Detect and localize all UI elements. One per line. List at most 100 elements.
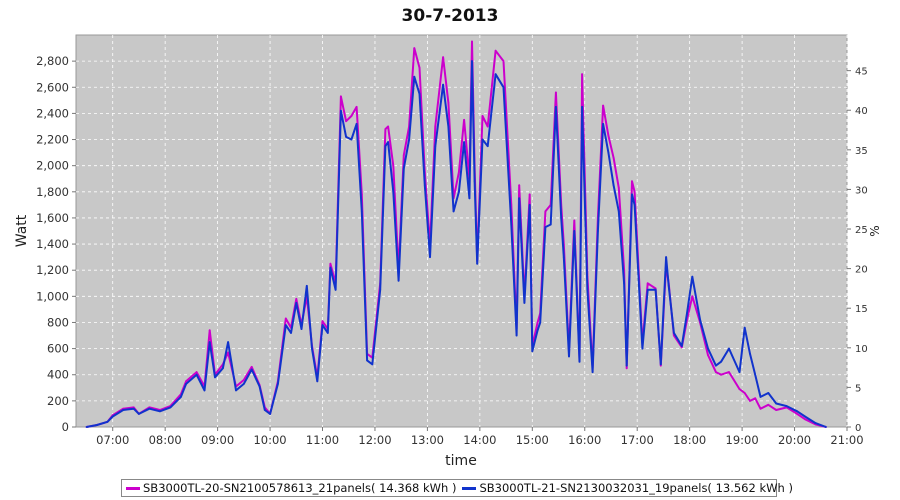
y-tick-label: 2,000: [36, 159, 69, 173]
series-2-point: [132, 407, 135, 410]
series-2-point: [641, 347, 644, 350]
series-2-point: [578, 360, 581, 363]
series-2-point: [295, 302, 298, 304]
series-1-point: [195, 371, 198, 373]
series-2-point: [759, 396, 762, 398]
series-1-point: [329, 262, 332, 265]
series-2-point: [392, 190, 395, 193]
y2-tick-label: 5: [855, 383, 861, 394]
series-2-point: [447, 125, 450, 128]
series-2-point: [749, 352, 751, 355]
series-2-point: [539, 321, 542, 324]
series-1-point: [185, 380, 188, 383]
series-1-point: [715, 371, 717, 373]
x-tick-label: 19:00: [726, 433, 759, 447]
legend-swatch-2: [462, 486, 477, 490]
series-2-point: [214, 376, 216, 379]
series-1-point: [720, 373, 722, 376]
series-2-point: [305, 285, 308, 287]
series-2-point: [560, 217, 563, 219]
series-2-point: [633, 204, 636, 206]
series-1-point: [518, 184, 521, 187]
series-2-point: [85, 426, 88, 428]
x-tick-label: 08:00: [149, 433, 182, 447]
y2-tick-label: 10: [855, 344, 868, 355]
series-2-point: [355, 123, 358, 125]
series-1-point: [759, 407, 762, 410]
series-2-point: [796, 410, 799, 413]
series-2-point: [691, 275, 694, 278]
series-2-point: [686, 312, 688, 315]
x-tick-label: 15:00: [516, 433, 549, 447]
series-2-point: [138, 413, 140, 415]
series-2-point: [549, 223, 552, 226]
series-2-point: [321, 324, 324, 326]
series-2-point: [667, 285, 670, 287]
series-1-point: [633, 190, 636, 193]
x-tick-label: 09:00: [201, 433, 234, 447]
series-1-point: [631, 180, 633, 183]
y-tick-label: 1,000: [36, 289, 69, 303]
series-2-point: [311, 347, 313, 350]
y-tick-label: 2,800: [36, 54, 69, 68]
series-2-point: [418, 92, 421, 95]
series-2-point: [235, 389, 237, 392]
legend-swatch-1: [126, 486, 140, 490]
series-1-point: [345, 120, 347, 123]
series-1-point: [242, 379, 245, 381]
series-2-point: [581, 106, 583, 108]
plot-area: [75, 34, 848, 428]
series-2-point: [699, 319, 701, 321]
x-tick-label: 11:00: [306, 433, 339, 447]
series-2-point: [473, 180, 476, 183]
series-2-point: [625, 364, 628, 367]
series-2-point: [360, 210, 363, 213]
series-2-point: [586, 288, 589, 291]
series-2-point: [486, 145, 489, 148]
series-1-point: [471, 40, 473, 43]
series-2-point: [227, 341, 230, 343]
series-1-point: [536, 321, 539, 324]
series-1-point: [581, 73, 583, 76]
y2-tick-label: 25: [855, 225, 868, 236]
series-1-point: [486, 125, 489, 128]
y-tick-label: 1,400: [36, 237, 69, 251]
x-tick-label: 18:00: [673, 433, 706, 447]
y-axis-label: Watt: [14, 214, 30, 247]
series-1-point: [612, 156, 615, 159]
x-tick-label: 20:00: [778, 433, 811, 447]
series-2-point: [510, 223, 513, 226]
series-1-point: [625, 367, 628, 370]
series-1-point: [544, 210, 547, 213]
y-tick-label: 2,600: [36, 80, 69, 94]
series-2-point: [531, 350, 534, 353]
series-1-point: [754, 397, 757, 400]
series-1-point: [767, 403, 770, 406]
series-2-point: [326, 332, 329, 334]
series-1-point: [413, 47, 416, 49]
series-2-point: [680, 345, 683, 347]
series-2-point: [591, 371, 594, 373]
series-1-point: [617, 187, 620, 189]
series-2-point: [242, 383, 245, 385]
series-2-point: [96, 424, 98, 426]
series-1-point: [775, 409, 778, 411]
series-2-point: [825, 426, 827, 428]
y2-tick-label: 15: [855, 304, 868, 315]
series-2-point: [195, 373, 198, 376]
series-1-point: [707, 354, 709, 356]
series-2-point: [350, 138, 353, 141]
series-2-point: [148, 407, 151, 410]
series-2-point: [208, 341, 211, 343]
series-2-point: [481, 138, 484, 141]
series-2-point: [468, 197, 471, 200]
series-2-point: [169, 406, 172, 409]
series-2-point: [607, 151, 610, 154]
series-1-point: [250, 366, 253, 368]
series-2-point: [379, 288, 382, 291]
series-2-point: [452, 210, 455, 213]
chart-title: 30-7-2013: [402, 6, 499, 26]
series-2-point: [222, 367, 224, 370]
series-2-point: [602, 123, 604, 125]
